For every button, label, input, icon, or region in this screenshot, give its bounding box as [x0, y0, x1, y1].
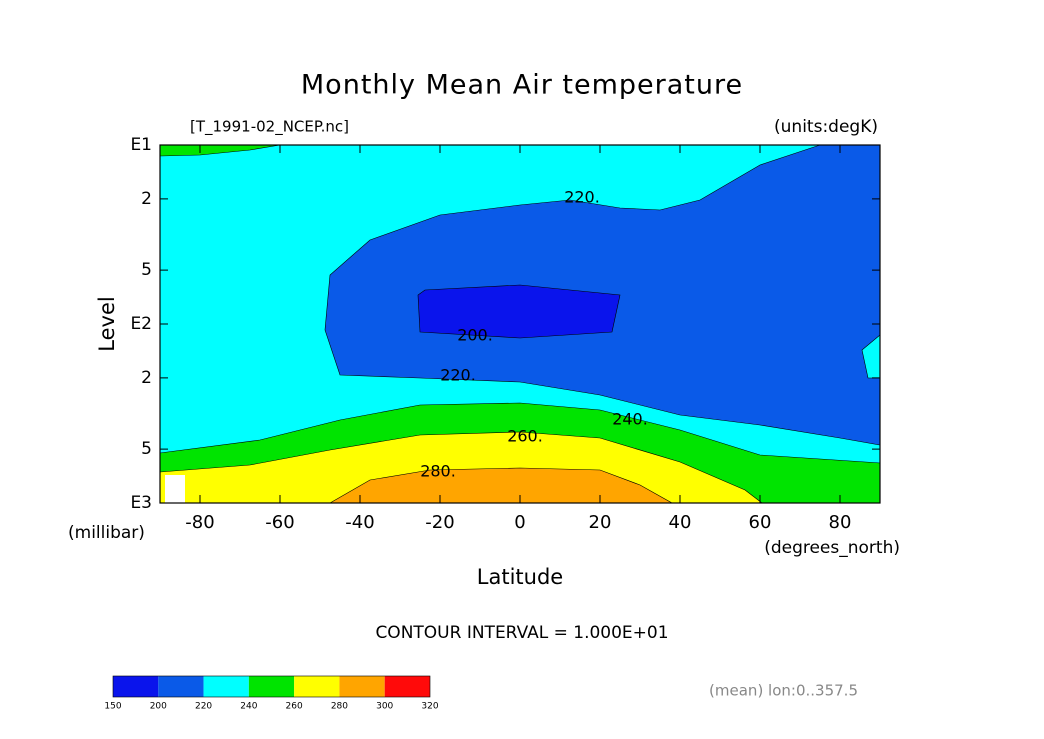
colorbar-label: 220 — [195, 702, 212, 712]
x-tick-label: 20 — [589, 512, 612, 533]
contour-label: 220. — [564, 188, 600, 207]
contour-region — [417, 284, 621, 339]
y-tick-label: E2 — [130, 314, 152, 334]
colorbar-label: 280 — [331, 702, 348, 712]
missing-area — [165, 475, 185, 503]
colorbar-swatch — [158, 676, 204, 697]
x-tick-label: -20 — [425, 512, 454, 533]
x-tick-label: 40 — [669, 512, 692, 533]
contour-label: 260. — [507, 427, 543, 446]
footer: (mean) lon:0..357.5 — [709, 682, 858, 700]
colorbar-label: 260 — [286, 702, 303, 712]
x-tick-label: 80 — [829, 512, 852, 533]
contour-label: 280. — [420, 462, 456, 481]
colorbar-frame — [112, 675, 431, 698]
contour-label: 220. — [440, 366, 476, 385]
x-tick-label: 60 — [749, 512, 772, 533]
contour-label: 200. — [457, 326, 493, 345]
y-tick-label: 5 — [141, 260, 152, 280]
y-tick-label: 2 — [141, 189, 152, 209]
colorbar-swatch — [113, 676, 159, 697]
colorbar-label: 150 — [104, 702, 121, 712]
y-tick-label: 5 — [141, 439, 152, 459]
colorbar-swatch — [248, 676, 295, 697]
y-tick-label: 2 — [141, 368, 152, 388]
colorbar-label: 240 — [240, 702, 257, 712]
y-tick-label: E1 — [130, 135, 152, 155]
colorbar-swatch — [339, 676, 385, 697]
x-tick-label: -80 — [185, 512, 214, 533]
x-tick-label: -60 — [265, 512, 294, 533]
chart-title: Monthly Mean Air temperature — [301, 70, 743, 101]
x-tick-label: 0 — [514, 512, 525, 533]
colorbar-swatch — [294, 676, 340, 697]
colorbar-swatch — [203, 676, 249, 697]
y-tick-label: E3 — [130, 493, 152, 513]
contour-region — [328, 467, 674, 504]
colorbar-label: 200 — [150, 702, 167, 712]
colorbar-label: 320 — [421, 702, 438, 712]
x-axis-label: Latitude — [477, 565, 563, 589]
y-axis-label: Level — [95, 296, 119, 351]
contour-note: CONTOUR INTERVAL = 1.000E+01 — [375, 623, 668, 643]
x-units: (degrees_north) — [764, 538, 900, 558]
y-units: (millibar) — [68, 523, 145, 543]
contour-label: 240. — [612, 410, 648, 429]
x-tick-label: -40 — [345, 512, 374, 533]
colorbar-label: 300 — [376, 702, 393, 712]
colorbar-swatch — [384, 676, 430, 697]
units: (units:degK) — [774, 117, 878, 137]
subtitle: [T_1991-02_NCEP.nc] — [190, 118, 349, 137]
